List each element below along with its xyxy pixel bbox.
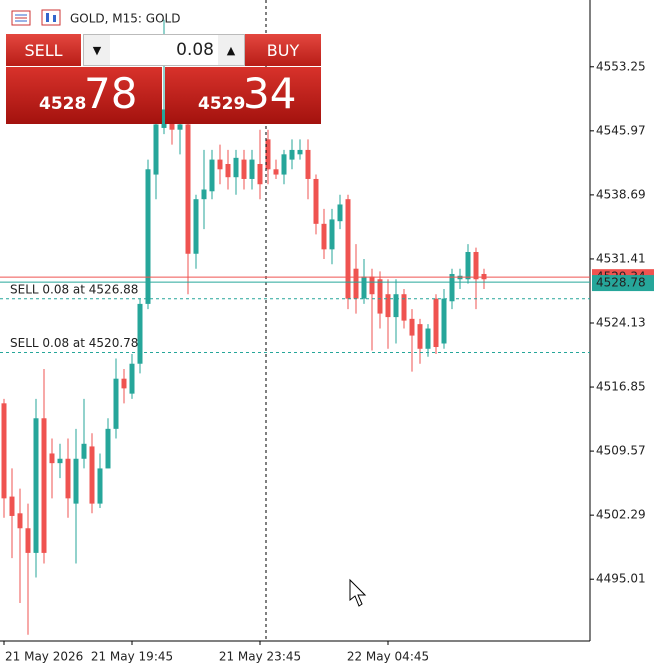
volume-box: ▼ 0.08 ▲ xyxy=(83,34,245,66)
trade-panel: SELL ▼ 0.08 ▲ BUY 4528 78 4529 34 xyxy=(6,34,321,124)
x-tick-label: 21 May 2026 xyxy=(5,650,83,664)
buy-button[interactable]: BUY xyxy=(245,34,321,66)
y-tick-label: 4509.57 xyxy=(596,444,646,458)
candle-body xyxy=(201,189,207,200)
candle-body xyxy=(33,418,39,553)
candle-body xyxy=(449,273,455,302)
icon-bar xyxy=(53,15,56,22)
candle-body xyxy=(105,428,111,469)
y-tick-label: 4524.13 xyxy=(596,315,646,329)
candle-body xyxy=(385,294,391,318)
x-tick-label: 22 May 04:45 xyxy=(347,650,429,664)
candle-body xyxy=(25,528,31,553)
candle-body xyxy=(113,378,119,429)
big-figure: 4528 xyxy=(39,94,87,114)
candle-body xyxy=(41,418,47,553)
candle-body xyxy=(289,149,295,160)
y-tick-label: 4545.97 xyxy=(596,123,646,137)
candle-body xyxy=(321,223,327,250)
candle-body xyxy=(425,328,431,349)
candle-body xyxy=(241,159,247,179)
candle-body xyxy=(409,318,415,336)
candle-body xyxy=(217,159,223,170)
candle-body xyxy=(465,251,471,280)
pips: 34 xyxy=(243,69,297,118)
candle-body xyxy=(441,298,447,344)
candle-body xyxy=(265,139,271,170)
candle-body xyxy=(129,363,135,394)
candle-body xyxy=(209,159,215,192)
sell-button[interactable]: SELL xyxy=(6,34,81,66)
candle-body xyxy=(185,124,191,254)
candle-body xyxy=(225,164,231,178)
candle-body xyxy=(97,468,103,504)
candle-body xyxy=(1,403,7,499)
candle-body xyxy=(81,443,87,459)
candle-body xyxy=(121,378,127,389)
bid-label: 4528.78 xyxy=(596,276,646,290)
candle-body xyxy=(9,496,15,516)
increase-button[interactable]: ▲ xyxy=(218,35,244,65)
candle-body xyxy=(177,124,183,130)
candle-body xyxy=(17,513,23,529)
candle-body xyxy=(73,458,79,504)
decrease-button[interactable]: ▼ xyxy=(84,35,110,65)
candle-body xyxy=(257,164,263,185)
volume-input[interactable]: 0.08 xyxy=(176,40,214,60)
candle-body xyxy=(153,124,159,175)
candle-body xyxy=(417,324,423,349)
candle-body xyxy=(369,276,375,295)
chart-title: GOLD, M15: GOLD xyxy=(70,12,180,26)
y-tick-label: 4502.29 xyxy=(596,508,646,522)
candle-body xyxy=(353,268,359,299)
y-tick-label: 4495.01 xyxy=(596,572,646,586)
y-tick-label: 4531.41 xyxy=(596,251,646,265)
x-tick-label: 21 May 23:45 xyxy=(219,650,301,664)
candle-body xyxy=(393,294,399,318)
candle-body xyxy=(377,279,383,314)
icon-chart xyxy=(41,9,61,26)
candle-body xyxy=(337,204,343,222)
candle-body xyxy=(329,219,335,250)
candle-body xyxy=(273,169,279,175)
candle-body xyxy=(297,149,303,155)
candle-body xyxy=(433,298,439,348)
candle-body xyxy=(281,154,287,175)
candle-body xyxy=(161,109,167,128)
candle-body xyxy=(313,178,319,224)
candle-body xyxy=(305,149,311,179)
order-label: SELL 0.08 at 4520.78 xyxy=(10,336,138,350)
cursor xyxy=(349,578,367,607)
candle-body xyxy=(473,251,479,280)
candle-body xyxy=(49,453,55,464)
big-figure: 4529 xyxy=(198,94,246,114)
y-tick-label: 4538.69 xyxy=(596,187,646,201)
candle-body xyxy=(65,458,71,499)
x-tick-label: 21 May 19:45 xyxy=(91,650,173,664)
plot xyxy=(1,19,487,635)
candle-body xyxy=(345,199,351,299)
icon-bar xyxy=(46,13,49,22)
candle-body xyxy=(145,169,151,304)
candle-body xyxy=(401,294,407,321)
y-tick-label: 4516.85 xyxy=(596,380,646,394)
candle-body xyxy=(233,157,239,178)
bid-label-box xyxy=(592,275,654,292)
candle-body xyxy=(57,458,63,464)
order-label: SELL 0.08 at 4526.88 xyxy=(10,282,138,296)
candle-body xyxy=(361,276,367,299)
candle-body xyxy=(89,446,95,504)
candle-body xyxy=(137,303,143,364)
candle-body xyxy=(249,159,255,179)
buy-price[interactable]: 4529 34 xyxy=(165,67,321,124)
y-tick-label: 4553.25 xyxy=(596,59,646,73)
pips: 78 xyxy=(84,69,138,118)
candle-body xyxy=(481,273,487,280)
candle-body xyxy=(193,199,199,254)
sell-price[interactable]: 4528 78 xyxy=(6,67,162,124)
